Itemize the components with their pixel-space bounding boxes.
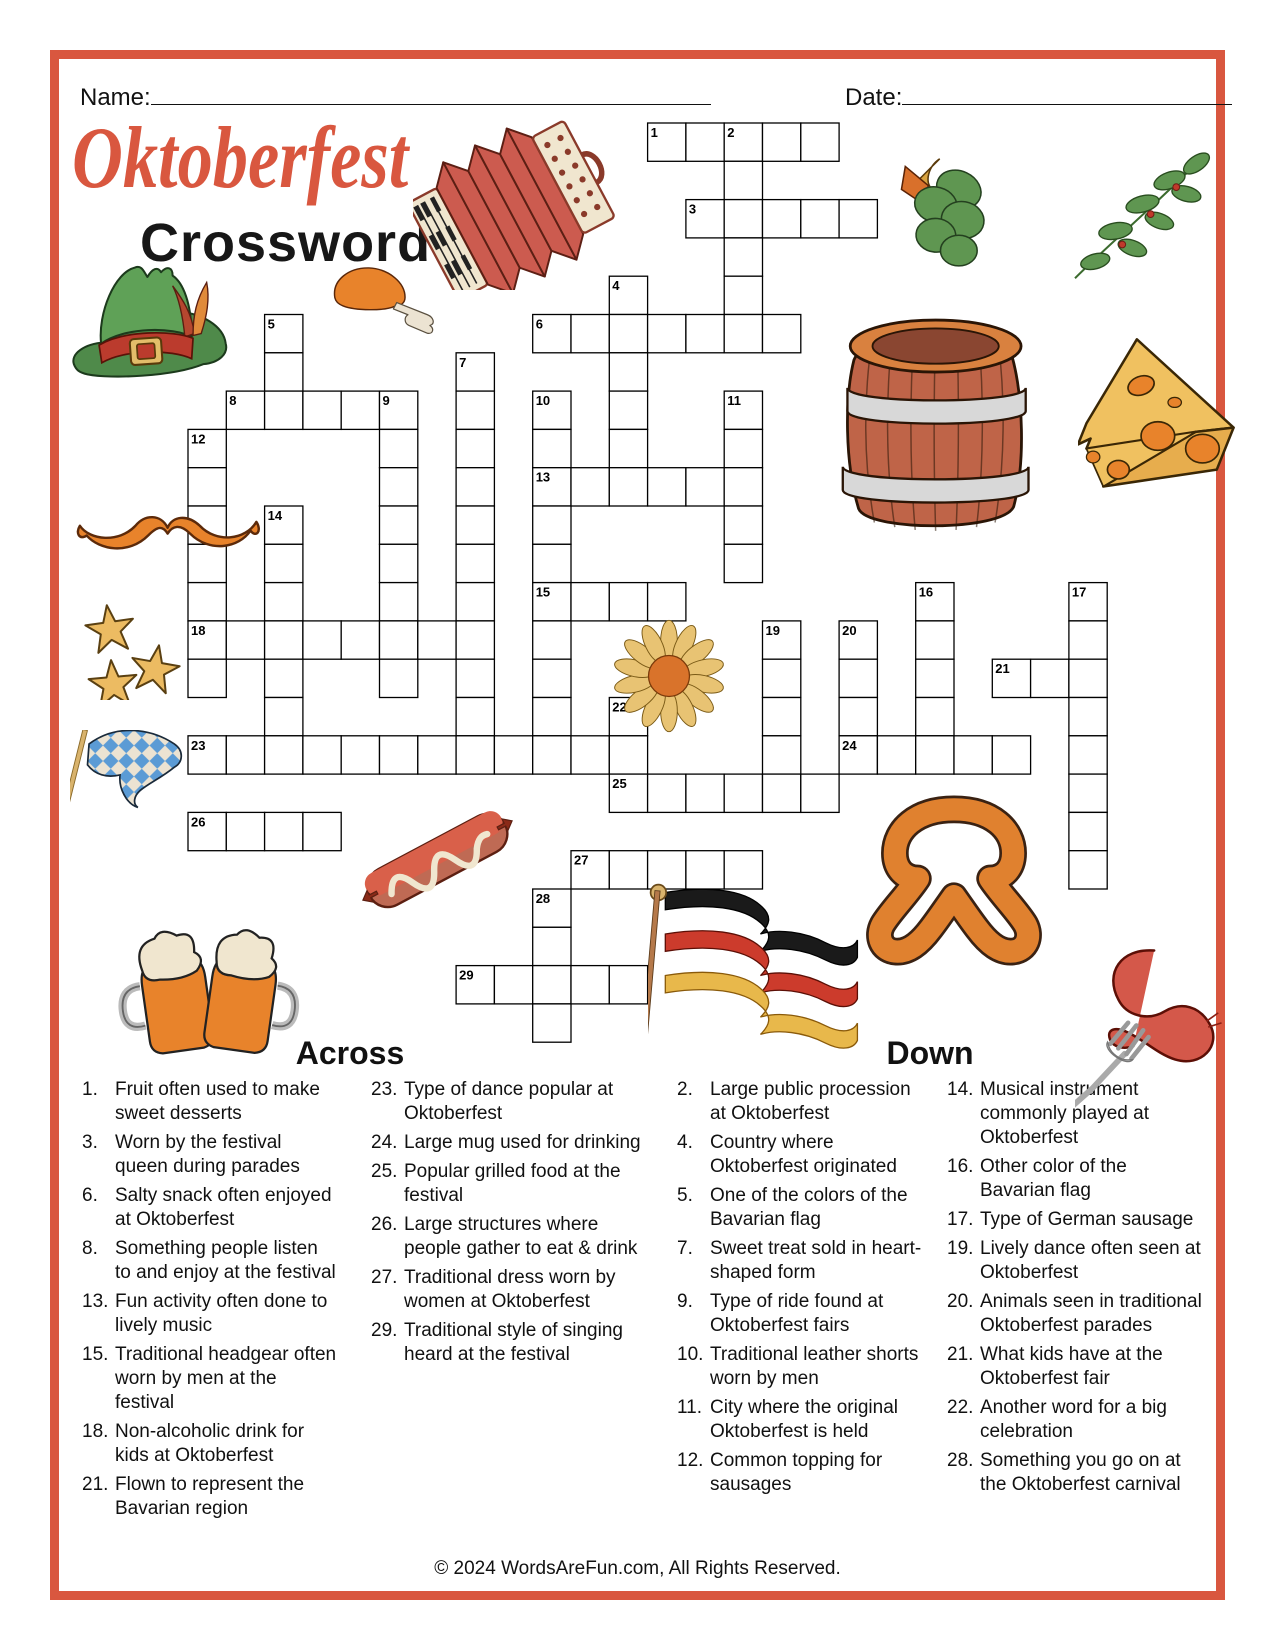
svg-text:12: 12 xyxy=(191,431,205,446)
svg-text:2: 2 xyxy=(727,125,734,140)
svg-text:1: 1 xyxy=(651,125,658,140)
svg-text:19: 19 xyxy=(766,623,780,638)
svg-text:5: 5 xyxy=(268,317,275,332)
svg-text:27: 27 xyxy=(574,853,588,868)
svg-text:9: 9 xyxy=(383,393,390,408)
svg-text:20: 20 xyxy=(842,623,856,638)
svg-text:10: 10 xyxy=(536,393,550,408)
svg-text:24: 24 xyxy=(842,738,857,753)
svg-text:17: 17 xyxy=(1072,585,1086,600)
svg-text:13: 13 xyxy=(536,470,550,485)
svg-text:25: 25 xyxy=(612,776,626,791)
svg-text:21: 21 xyxy=(995,661,1009,676)
svg-text:29: 29 xyxy=(459,968,473,983)
svg-text:3: 3 xyxy=(689,202,696,217)
svg-text:28: 28 xyxy=(536,891,550,906)
svg-text:11: 11 xyxy=(727,393,741,408)
svg-text:15: 15 xyxy=(536,585,550,600)
svg-text:7: 7 xyxy=(459,355,466,370)
svg-text:16: 16 xyxy=(919,585,933,600)
svg-text:6: 6 xyxy=(536,317,543,332)
